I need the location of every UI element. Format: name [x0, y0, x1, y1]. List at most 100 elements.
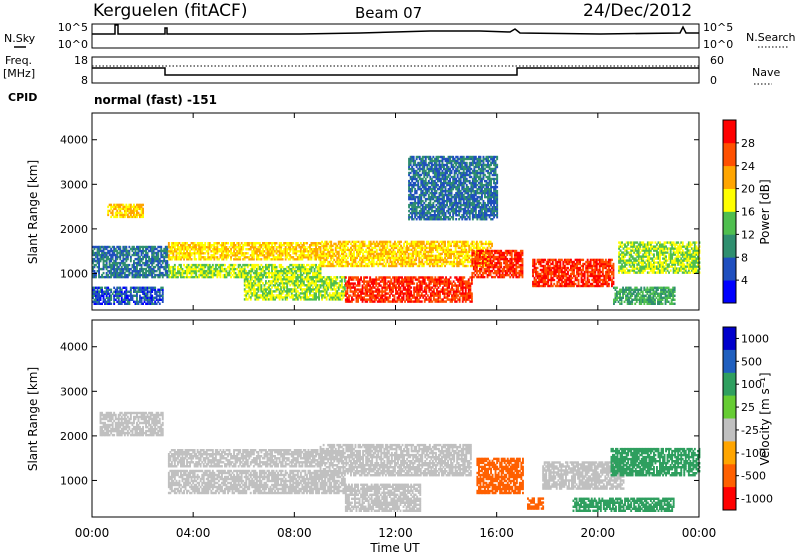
power-cell: [346, 242, 349, 246]
power-cell: [186, 267, 188, 271]
power-cell: [408, 298, 411, 301]
power-cell: [257, 263, 260, 267]
power-cell: [301, 250, 304, 253]
power-cell: [375, 294, 378, 297]
power-cell: [429, 292, 432, 295]
power-cell: [417, 292, 420, 295]
power-cell: [353, 240, 355, 244]
power-cell: [258, 284, 261, 287]
power-cell: [440, 298, 443, 301]
power-cell: [469, 276, 472, 279]
power-cell: [395, 288, 397, 291]
power-cell: [173, 265, 176, 269]
power-cell: [451, 288, 453, 291]
power-cell: [208, 271, 211, 275]
power-cell: [334, 244, 337, 248]
power-cell: [222, 275, 225, 279]
power-cell: [107, 251, 110, 255]
power-cell: [111, 267, 114, 271]
power-cell: [315, 242, 317, 245]
power-cell: [274, 284, 276, 287]
power-cell: [117, 261, 120, 265]
power-cell: [114, 263, 117, 267]
power-cell: [420, 276, 423, 279]
power-cell: [157, 288, 160, 291]
power-cell: [228, 269, 231, 273]
power-cell: [236, 273, 239, 277]
power-cell: [275, 273, 278, 277]
power-cell: [166, 245, 169, 249]
power-cell: [464, 292, 467, 295]
power-cell: [161, 298, 164, 301]
power-cell: [345, 254, 348, 258]
power-cell: [137, 263, 140, 267]
power-cell: [309, 246, 311, 249]
power-cell: [108, 245, 111, 249]
frequency-line: [92, 67, 699, 76]
power-cell: [455, 290, 458, 293]
power-cell: [366, 300, 369, 303]
power-cell: [408, 282, 411, 285]
power-cell: [195, 267, 198, 271]
power-cell: [177, 246, 179, 249]
power-cell: [151, 257, 154, 261]
power-cell: [140, 263, 143, 267]
power-cell: [146, 269, 149, 273]
power-cell: [164, 263, 167, 267]
power-cell: [408, 276, 411, 279]
power-cell: [218, 269, 220, 273]
power-cell: [331, 252, 334, 256]
power-cell: [342, 296, 345, 299]
power-cell: [319, 269, 322, 273]
power-cell: [348, 252, 351, 256]
power-cell: [148, 296, 150, 299]
power-cell: [410, 278, 413, 281]
power-cell: [373, 286, 376, 289]
power-cell: [266, 276, 269, 279]
power-cell: [113, 275, 116, 279]
power-cell: [272, 278, 275, 281]
power-cell: [286, 242, 289, 245]
power-cell: [318, 273, 320, 277]
power-cell: [219, 263, 222, 267]
power-cell: [201, 244, 204, 247]
power-cell: [210, 275, 213, 279]
power-cell: [343, 254, 346, 258]
power-cell: [457, 284, 460, 287]
power-cell: [237, 275, 240, 279]
power-cell: [293, 294, 296, 297]
power-cell: [334, 246, 337, 250]
power-cell: [460, 286, 463, 289]
power-cell: [316, 284, 319, 287]
power-cell: [93, 245, 96, 249]
power-cell: [355, 284, 358, 287]
power-cell: [205, 275, 208, 279]
power-cell: [431, 294, 434, 297]
power-cell: [295, 284, 298, 287]
power-cell: [368, 264, 371, 268]
power-cell: [246, 292, 249, 295]
power-cell: [467, 294, 470, 297]
power-cell: [290, 280, 293, 283]
power-cell: [218, 258, 220, 261]
power-cell: [116, 271, 119, 275]
power-cell: [359, 242, 361, 246]
power-cell: [164, 267, 167, 271]
power-cell: [140, 211, 143, 215]
power-cell: [234, 263, 237, 267]
power-cell: [333, 284, 336, 287]
power-cell: [322, 294, 325, 297]
power-cell: [199, 263, 202, 267]
power-cell: [164, 253, 167, 257]
power-cell: [491, 242, 493, 246]
power-cell: [330, 248, 333, 252]
power-cell: [461, 292, 464, 295]
power-cell: [454, 284, 457, 287]
power-cell: [139, 259, 141, 263]
power-cell: [166, 261, 169, 265]
power-cell: [466, 286, 469, 289]
power-cell: [128, 294, 131, 297]
power-cell: [360, 244, 363, 248]
power-cell: [452, 294, 455, 297]
power-cell: [363, 286, 365, 289]
